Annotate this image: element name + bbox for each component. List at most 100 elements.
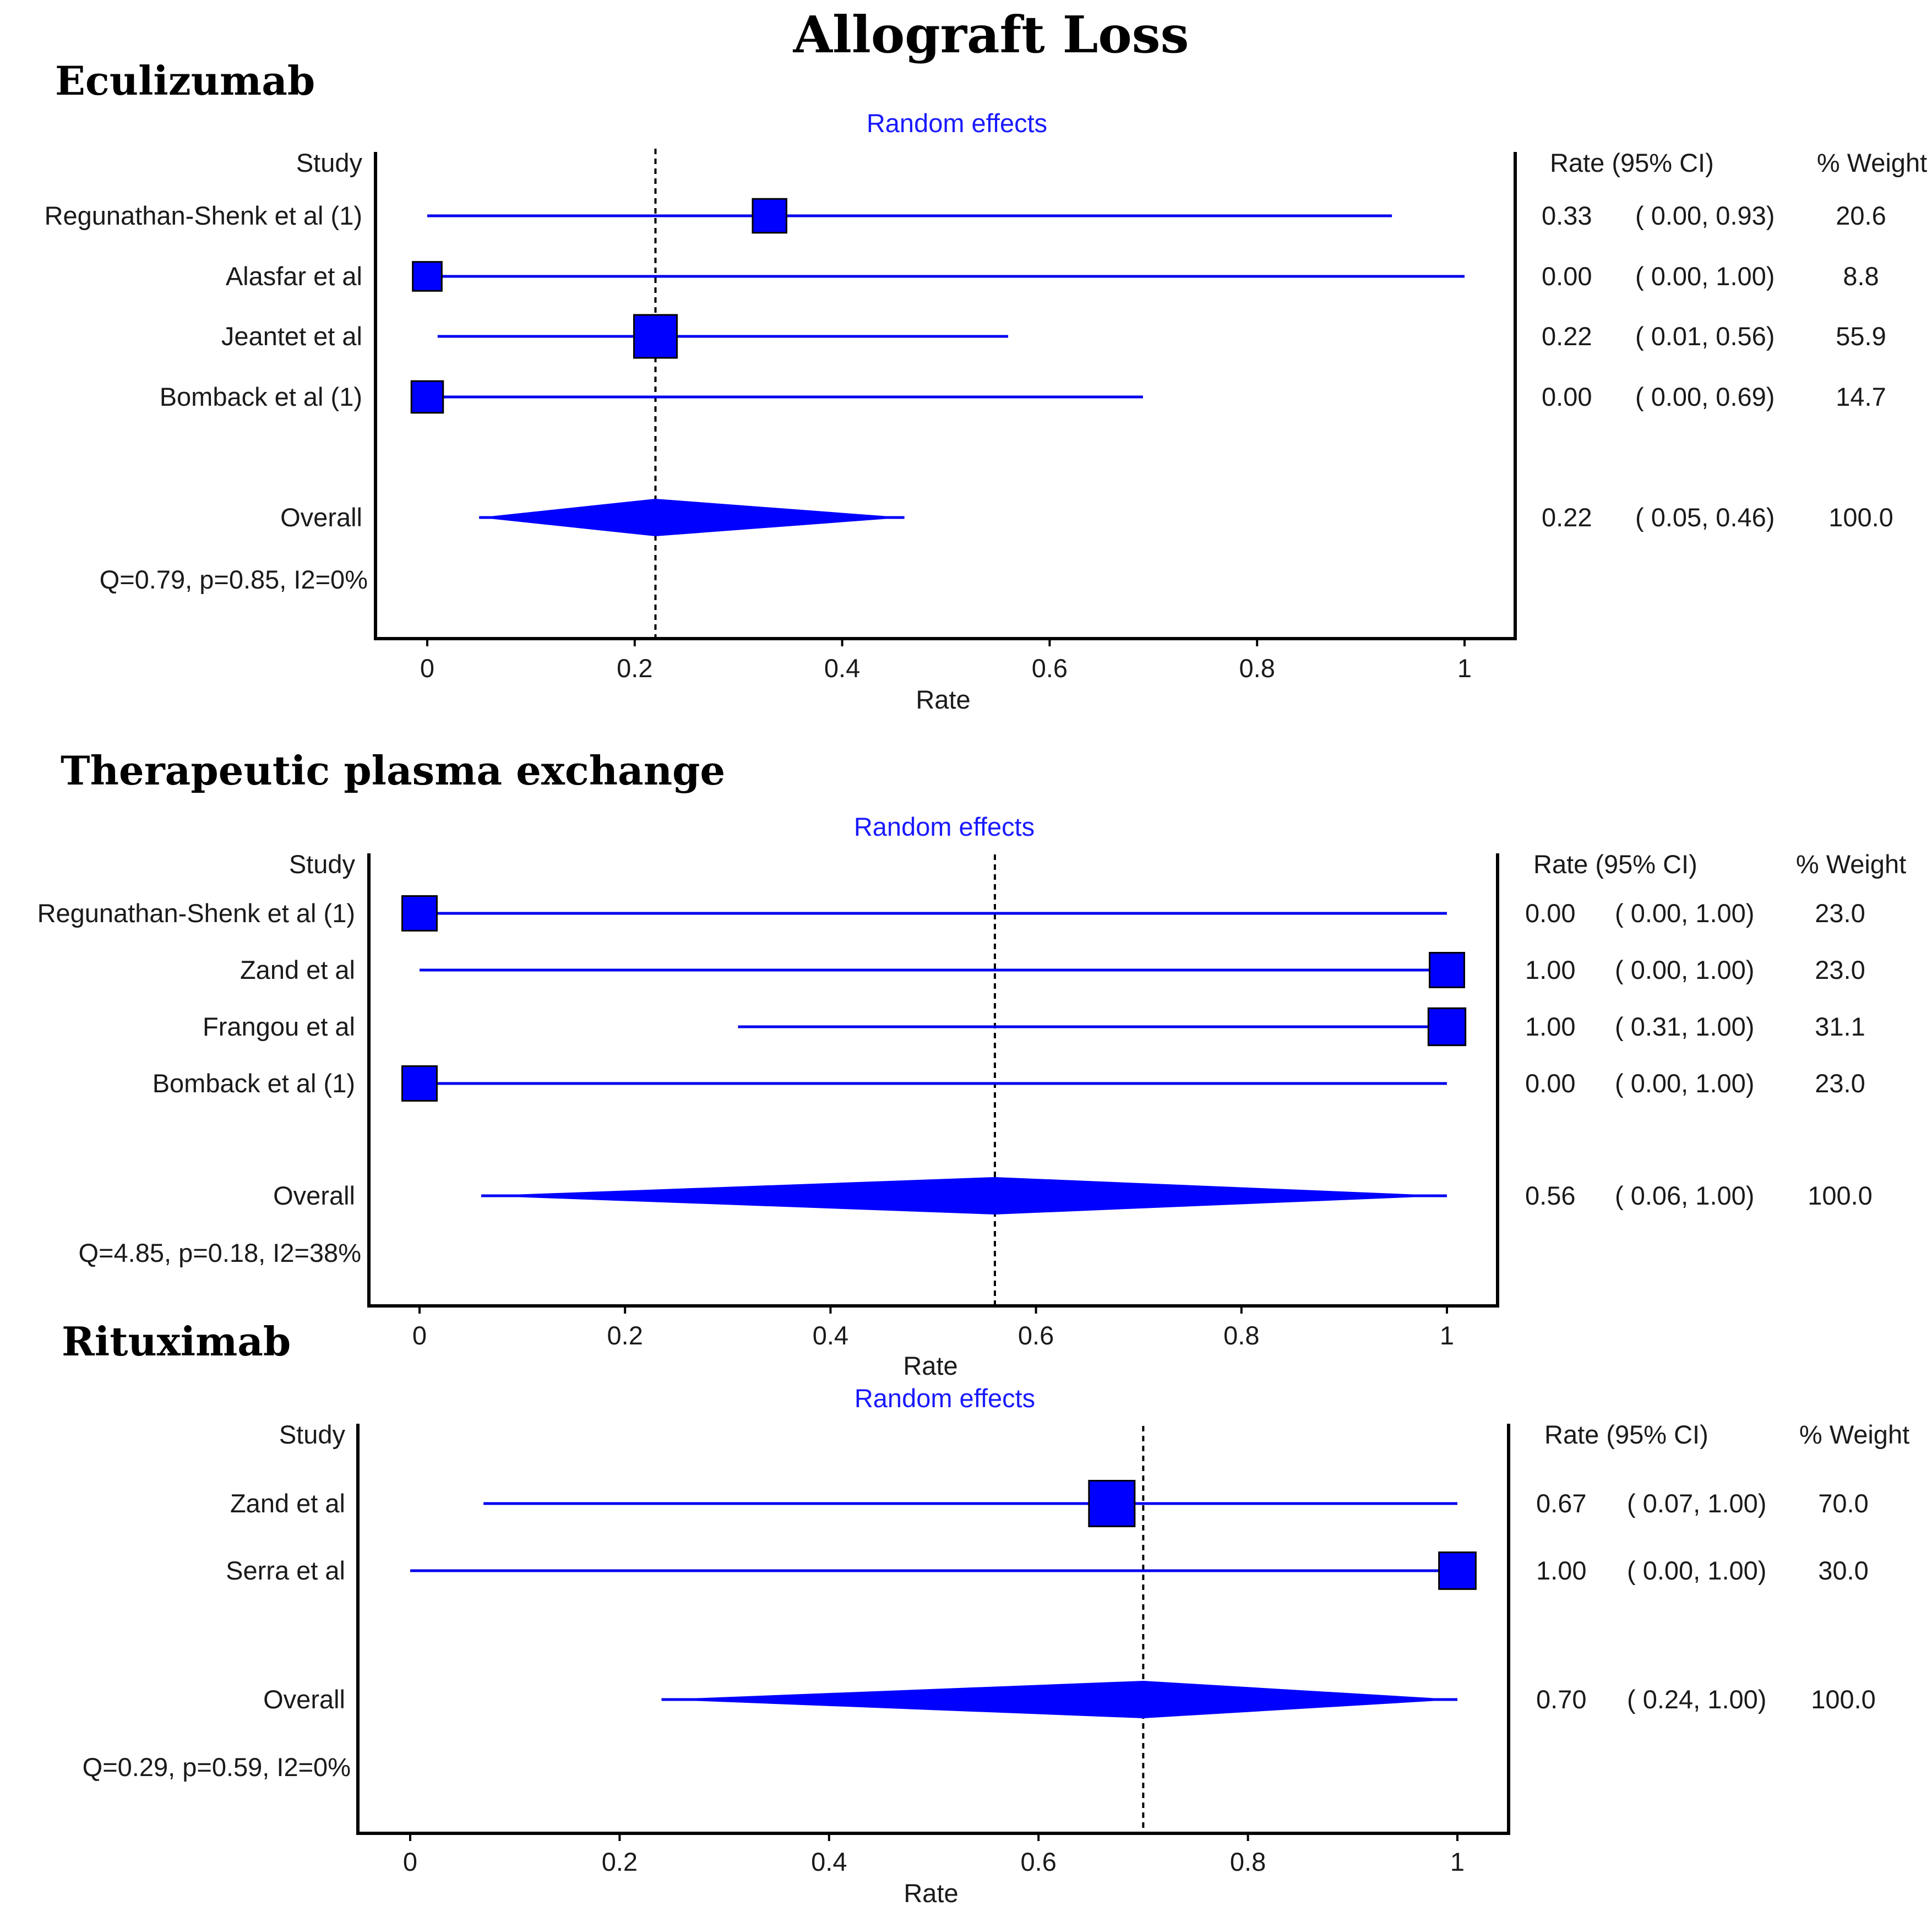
study-rate: 0.00 [1525, 1069, 1575, 1098]
study-weight: 8.8 [1843, 262, 1879, 291]
forest-panel-2: Therapeutic plasma exchange Random effect… [37, 747, 1907, 1380]
study-row: Regunathan-Shenk et al (1) 0.33 ( 0.00, 0.… [45, 198, 1886, 234]
study-weight: 30.0 [1818, 1556, 1868, 1585]
study-row: Alasfar et al 0.00 ( 0.00, 1.00) 8.8 [226, 261, 1879, 292]
study-name: Zand et al [240, 955, 355, 984]
study-name: Serra et al [226, 1556, 345, 1585]
x-tick-label: 0.4 [824, 653, 860, 683]
x-tick-label: 0.8 [1239, 653, 1275, 683]
overall-weight: 100.0 [1811, 1685, 1876, 1714]
study-weight: 70.0 [1818, 1489, 1868, 1518]
weight-header: % Weight [1796, 849, 1906, 879]
study-ci-text: ( 0.00, 1.00) [1627, 1556, 1766, 1585]
x-tick-label: 0.8 [1223, 1321, 1259, 1350]
study-weight-box [1088, 1480, 1136, 1527]
study-weight: 23.0 [1815, 898, 1865, 928]
study-weight: 23.0 [1815, 1069, 1865, 1098]
study-name: Regunathan-Shenk et al (1) [37, 898, 355, 928]
overall-ci-text: ( 0.05, 0.46) [1635, 503, 1775, 532]
study-rate: 0.67 [1536, 1489, 1586, 1518]
study-row: Frangou et al 1.00 ( 0.31, 1.00) 31.1 [203, 1007, 1865, 1047]
overall-diamond [479, 499, 905, 536]
study-weight-box [410, 380, 444, 414]
figure-title: Allograft Loss [793, 5, 1189, 64]
study-rate: 1.00 [1525, 1012, 1575, 1041]
x-axis-label: Rate [904, 1878, 958, 1908]
x-tick-label: 1 [1457, 653, 1472, 683]
study-header: Study [279, 1420, 346, 1449]
forest-panel-1: Eculizumab Random effects Study Rate (95% C… [45, 57, 1928, 714]
study-weight-box [752, 198, 787, 234]
study-weight-box [412, 261, 443, 292]
study-name: Regunathan-Shenk et al (1) [45, 201, 362, 230]
study-rate: 0.00 [1542, 262, 1592, 291]
overall-diamond [481, 1177, 1447, 1215]
overall-diamond [661, 1681, 1457, 1718]
study-name: Zand et al [230, 1489, 345, 1518]
study-weight: 20.6 [1836, 201, 1886, 230]
x-axis-label: Rate [903, 1351, 957, 1380]
x-tick-label: 0.2 [602, 1847, 638, 1876]
study-weight: 55.9 [1836, 322, 1886, 351]
overall-row: Overall 0.70 ( 0.24, 1.00) 100.0 [263, 1681, 1876, 1718]
study-header: Study [296, 148, 363, 177]
study-name: Bomback et al (1) [160, 382, 362, 411]
study-weight-box [401, 1065, 438, 1102]
overall-row: Overall 0.56 ( 0.06, 1.00) 100.0 [273, 1177, 1873, 1215]
study-rate: 1.00 [1525, 955, 1575, 984]
overall-row: Overall 0.22 ( 0.05, 0.46) 100.0 [280, 499, 1893, 536]
ci-header: Rate (95% CI) [1544, 1420, 1708, 1449]
study-weight: 14.7 [1836, 382, 1886, 411]
study-weight: 31.1 [1815, 1012, 1865, 1041]
overall-weight: 100.0 [1808, 1181, 1873, 1210]
study-rate: 0.00 [1525, 898, 1575, 928]
study-ci-text: ( 0.00, 1.00) [1615, 955, 1754, 984]
study-name: Frangou et al [203, 1012, 355, 1041]
section-title: Rituximab [62, 1318, 291, 1365]
study-rate: 1.00 [1536, 1556, 1586, 1585]
x-axis-label: Rate [916, 685, 970, 714]
x-tick-label: 0.6 [1018, 1321, 1054, 1350]
x-tick-label: 0.2 [617, 653, 652, 683]
x-tick-label: 0 [403, 1847, 417, 1876]
study-row: Regunathan-Shenk et al (1) 0.00 ( 0.00, 1.… [37, 895, 1865, 932]
study-weight-box [633, 314, 678, 359]
plot-frame [374, 152, 1517, 640]
x-tick-label: 0.6 [1021, 1847, 1057, 1876]
ci-header: Rate (95% CI) [1550, 148, 1714, 177]
x-tick-label: 1 [1440, 1321, 1454, 1350]
study-row: Jeantet et al 0.22 ( 0.01, 0.56) 55.9 [221, 314, 1886, 359]
section-title: Eculizumab [55, 57, 315, 104]
study-row: Bomback et al (1) 0.00 ( 0.00, 0.69) 14.7 [160, 380, 1886, 414]
overall-label: Overall [280, 503, 362, 532]
weight-header: % Weight [1799, 1420, 1909, 1449]
overall-rate: 0.22 [1542, 503, 1592, 532]
study-rate: 0.33 [1542, 201, 1592, 230]
x-tick-label: 1 [1450, 1847, 1465, 1876]
study-weight-box [1427, 1007, 1467, 1047]
study-rate: 0.22 [1542, 322, 1592, 351]
model-label: Random effects [854, 812, 1035, 841]
x-tick-label: 0.2 [607, 1321, 643, 1350]
section-title: Therapeutic plasma exchange [61, 747, 725, 794]
x-tick-label: 0.6 [1032, 653, 1068, 683]
x-tick-label: 0.4 [813, 1321, 848, 1350]
study-ci-text: ( 0.31, 1.00) [1615, 1012, 1754, 1041]
study-ci-text: ( 0.00, 0.93) [1635, 201, 1775, 230]
study-name: Alasfar et al [226, 262, 362, 291]
study-ci-text: ( 0.00, 1.00) [1635, 262, 1775, 291]
study-rate: 0.00 [1542, 382, 1592, 411]
overall-label: Overall [273, 1181, 355, 1210]
study-row: Bomback et al (1) 0.00 ( 0.00, 1.00) 23.0 [153, 1065, 1865, 1102]
study-row: Zand et al 1.00 ( 0.00, 1.00) 23.0 [240, 952, 1865, 988]
heterogeneity-stats: Q=0.79, p=0.85, I2=0% [100, 565, 368, 594]
overall-ci-text: ( 0.24, 1.00) [1627, 1685, 1766, 1714]
ci-header: Rate (95% CI) [1533, 849, 1697, 879]
study-weight: 23.0 [1815, 955, 1865, 984]
study-row: Serra et al 1.00 ( 0.00, 1.00) 30.0 [226, 1551, 1869, 1590]
model-label: Random effects [867, 108, 1047, 138]
plot-frame [367, 853, 1499, 1308]
plot-frame [356, 1424, 1510, 1835]
x-tick-label: 0.4 [811, 1847, 847, 1876]
